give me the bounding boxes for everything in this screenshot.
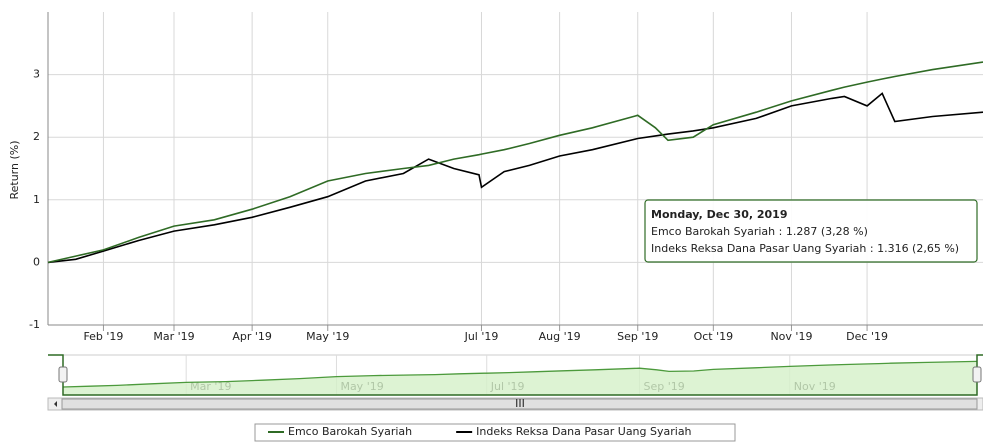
legend-label: Indeks Reksa Dana Pasar Uang Syariah xyxy=(476,425,691,438)
tooltip: Monday, Dec 30, 2019 Emco Barokah Syariah… xyxy=(644,199,978,263)
x-tick-label: Apr '19 xyxy=(232,330,272,343)
x-tick-label: Sep '19 xyxy=(617,330,658,343)
y-axis-label: Return (%) xyxy=(8,140,21,199)
series-line xyxy=(47,92,983,264)
tooltip-line: Emco Barokah Syariah : 1.287 (3,28 %) xyxy=(651,225,868,238)
tooltip-box xyxy=(644,199,978,263)
legend-box xyxy=(254,423,736,442)
x-tick-label: Oct '19 xyxy=(694,330,734,343)
y-tick-label: 1 xyxy=(33,193,40,206)
tooltip-title: Monday, Dec 30, 2019 xyxy=(651,208,788,221)
y-tick-label: 2 xyxy=(33,130,40,143)
y-tick-label: 0 xyxy=(33,255,40,268)
navigator-line xyxy=(62,360,978,388)
scrollbar-grip: III xyxy=(515,397,525,410)
scrollbar-thumb xyxy=(61,398,978,410)
scrollbar-arrow xyxy=(54,401,57,407)
legend-label: Emco Barokah Syariah xyxy=(288,425,412,438)
x-tick-label: Aug '19 xyxy=(539,330,581,343)
x-tick-label: May '19 xyxy=(306,330,349,343)
x-tick-label: Jul '19 xyxy=(464,330,499,343)
x-tick-label: Feb '19 xyxy=(83,330,123,343)
tooltip-line: Indeks Reksa Dana Pasar Uang Syariah : 1… xyxy=(651,242,959,255)
y-tick-label: 3 xyxy=(33,68,40,81)
navigator-outline xyxy=(48,354,983,396)
x-tick-label: Nov '19 xyxy=(770,330,812,343)
y-tick-label: -1 xyxy=(29,318,40,331)
x-tick-label: Dec '19 xyxy=(846,330,888,343)
x-tick-label: Mar '19 xyxy=(153,330,194,343)
series-line xyxy=(47,61,983,264)
nav-handle-1[interactable] xyxy=(972,366,982,383)
navigator-area xyxy=(63,361,977,395)
nav-handle-0[interactable] xyxy=(58,366,68,383)
